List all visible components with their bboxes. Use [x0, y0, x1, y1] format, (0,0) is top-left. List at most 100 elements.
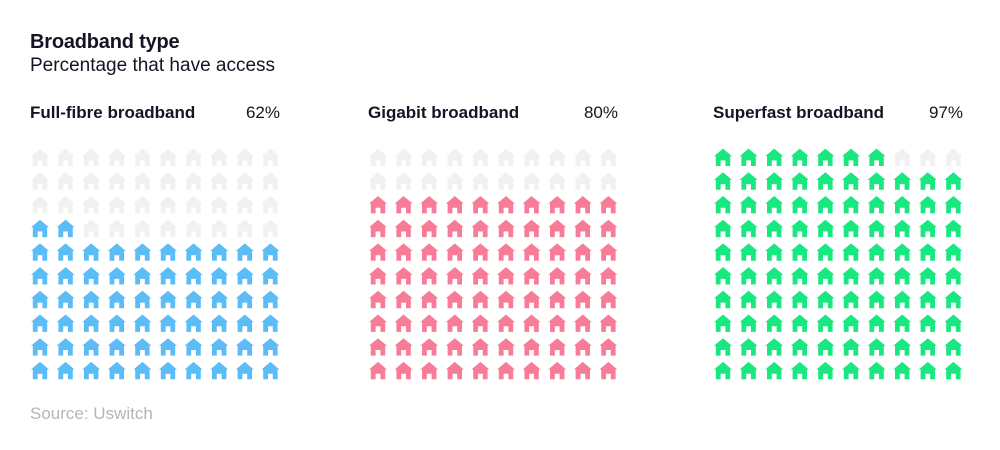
house-icon-filled: [133, 267, 152, 285]
house-icon-filled: [420, 290, 439, 309]
house-icon-filled: [816, 314, 835, 332]
source-note: Source: Uswitch: [30, 404, 153, 423]
house-icon-filled: [394, 338, 413, 356]
house-icon-filled: [765, 338, 784, 356]
chart-title: Broadband type: [30, 31, 180, 53]
house-icon-empty: [522, 172, 541, 190]
waffle-grid: [30, 147, 280, 383]
house-icon-filled: [56, 267, 75, 285]
house-icon-filled: [31, 361, 49, 380]
house-icon-empty: [210, 148, 229, 166]
house-icon-filled: [471, 290, 490, 309]
house-icon-filled: [944, 361, 963, 380]
house-icon-filled: [445, 361, 464, 380]
house-icon-filled: [893, 314, 912, 332]
house-icon-filled: [790, 243, 809, 261]
house-icon-filled: [816, 267, 835, 285]
house-icon-empty: [159, 148, 177, 166]
house-icon-empty: [235, 196, 254, 214]
house-icon-filled: [893, 267, 912, 285]
house-icon-filled: [842, 361, 860, 380]
house-icon-filled: [599, 314, 618, 332]
house-icon-filled: [573, 290, 592, 309]
house-icon-filled: [842, 290, 860, 309]
house-icon-filled: [842, 243, 860, 261]
house-icon-empty: [82, 148, 101, 166]
house-icon-filled: [107, 243, 126, 261]
house-icon-empty: [235, 219, 254, 238]
house-icon-empty: [133, 196, 152, 214]
house-icon-empty: [573, 172, 592, 190]
house-icon-empty: [548, 148, 567, 166]
house-icon-filled: [790, 338, 809, 356]
house-icon-filled: [714, 196, 732, 214]
house-icon-filled: [235, 338, 254, 356]
house-icon-filled: [522, 290, 541, 309]
house-icon-filled: [842, 219, 860, 238]
house-icon-empty: [497, 148, 515, 166]
house-icon-filled: [867, 290, 886, 309]
house-icon-empty: [471, 148, 490, 166]
house-icon-filled: [918, 290, 937, 309]
house-icon-filled: [497, 314, 515, 332]
house-icon-filled: [714, 290, 732, 309]
house-icon-filled: [842, 267, 860, 285]
house-icon-empty: [210, 172, 229, 190]
house-icon-filled: [790, 148, 809, 166]
house-icon-filled: [816, 219, 835, 238]
house-icon-filled: [790, 196, 809, 214]
house-icon-filled: [599, 219, 618, 238]
house-icon-empty: [599, 172, 618, 190]
house-icon-filled: [867, 361, 886, 380]
house-icon-filled: [944, 243, 963, 261]
house-icon-filled: [918, 314, 937, 332]
house-icon-filled: [369, 338, 387, 356]
house-icon-filled: [573, 219, 592, 238]
house-icon-filled: [184, 338, 203, 356]
house-icon-filled: [599, 196, 618, 214]
house-icon-filled: [471, 338, 490, 356]
house-icon-filled: [765, 172, 784, 190]
house-icon-filled: [918, 338, 937, 356]
house-icon-filled: [210, 290, 229, 309]
house-icon-filled: [394, 361, 413, 380]
house-icon-filled: [765, 290, 784, 309]
house-icon-filled: [739, 290, 758, 309]
house-icon-filled: [816, 338, 835, 356]
house-icon-filled: [548, 267, 567, 285]
house-icon-filled: [816, 172, 835, 190]
house-icon-filled: [765, 361, 784, 380]
house-icon-filled: [261, 267, 280, 285]
house-icon-empty: [445, 172, 464, 190]
house-icon-filled: [765, 196, 784, 214]
house-icon-filled: [394, 196, 413, 214]
house-icon-empty: [159, 196, 177, 214]
house-icon-filled: [31, 243, 49, 261]
house-icon-filled: [522, 338, 541, 356]
house-icon-filled: [497, 290, 515, 309]
house-icon-filled: [31, 338, 49, 356]
house-icon-filled: [918, 361, 937, 380]
house-icon-filled: [420, 196, 439, 214]
house-icon-filled: [107, 314, 126, 332]
house-icon-filled: [369, 267, 387, 285]
house-icon-filled: [394, 219, 413, 238]
house-icon-filled: [31, 290, 49, 309]
house-icon-filled: [573, 243, 592, 261]
house-icon-filled: [599, 243, 618, 261]
house-icon-filled: [944, 290, 963, 309]
house-icon-filled: [573, 338, 592, 356]
house-icon-filled: [548, 219, 567, 238]
house-icon-empty: [56, 148, 75, 166]
house-icon-filled: [522, 243, 541, 261]
house-icon-filled: [261, 290, 280, 309]
house-icon-filled: [82, 243, 101, 261]
house-icon-filled: [867, 172, 886, 190]
house-icon-filled: [599, 290, 618, 309]
panel-label: Superfast broadband: [713, 103, 884, 122]
house-icon-filled: [107, 267, 126, 285]
house-icon-filled: [816, 243, 835, 261]
house-icon-empty: [522, 148, 541, 166]
house-icon-filled: [369, 314, 387, 332]
house-icon-empty: [82, 219, 101, 238]
